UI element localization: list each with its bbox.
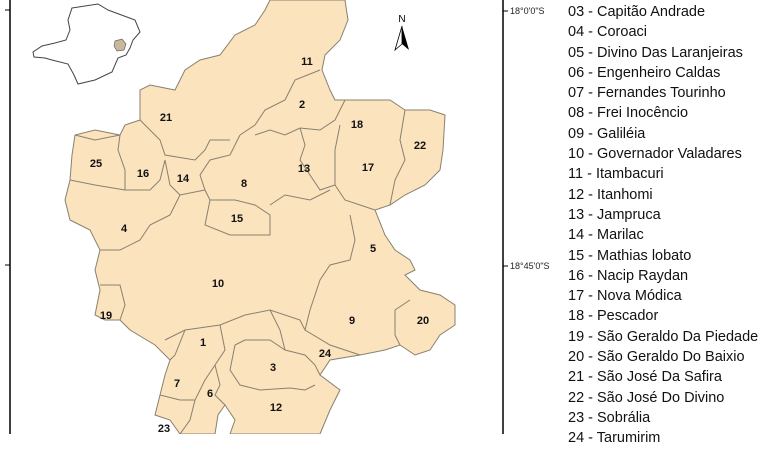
legend-item: 08 - Frei Inocêncio bbox=[568, 105, 689, 122]
label-14: 14 bbox=[177, 173, 190, 185]
label-17: 17 bbox=[362, 162, 374, 174]
legend-item: 06 - Engenheiro Caldas bbox=[568, 64, 721, 81]
legend-item: 07 - Fernandes Tourinho bbox=[568, 85, 726, 102]
label-4: 4 bbox=[121, 223, 128, 235]
label-25: 25 bbox=[90, 158, 102, 170]
label-10: 10 bbox=[212, 278, 224, 290]
label-16: 16 bbox=[137, 168, 149, 180]
municipal-boundaries bbox=[69, 69, 411, 434]
label-24: 24 bbox=[319, 348, 332, 360]
label-2: 2 bbox=[299, 99, 305, 111]
municipalities-map: 11 2 18 22 21 25 16 14 8 13 17 15 4 5 10… bbox=[64, 0, 456, 434]
lat-label-18-0: 18°0'0"S bbox=[510, 6, 545, 16]
legend-item: 12 - Itanhomi bbox=[568, 186, 653, 203]
legend-item: 20 - São Geraldo Do Baixio bbox=[568, 349, 745, 366]
legend-item: 05 - Divino Das Laranjeiras bbox=[568, 44, 743, 61]
region-highlight bbox=[113, 38, 127, 52]
legend-item: 10 - Governador Valadares bbox=[568, 146, 742, 163]
label-1: 1 bbox=[200, 337, 206, 349]
map-canvas: 18°0'0"S 18°45'0"S N bbox=[5, 0, 550, 434]
label-15: 15 bbox=[231, 213, 243, 225]
label-23: 23 bbox=[158, 423, 170, 434]
north-arrow-icon bbox=[402, 26, 409, 50]
legend-item: 24 - Tarumirim bbox=[568, 430, 661, 447]
legend-item: 16 - Nacip Raydan bbox=[568, 267, 689, 284]
label-13: 13 bbox=[298, 163, 310, 175]
label-19: 19 bbox=[100, 310, 112, 322]
lat-label-18-45: 18°45'0"S bbox=[510, 261, 550, 271]
legend-item: 03 - Capitão Andrade bbox=[568, 4, 706, 20]
legend-item: 04 - Coroaci bbox=[568, 24, 647, 41]
legend-item: 22 - São José Do Divino bbox=[568, 389, 725, 406]
label-3: 3 bbox=[270, 362, 276, 374]
legend-item: 21 - São José Da Safira bbox=[568, 369, 722, 386]
label-20: 20 bbox=[417, 315, 429, 327]
legend-item: 17 - Nova Módica bbox=[568, 288, 682, 305]
north-label: N bbox=[398, 14, 405, 25]
label-8: 8 bbox=[241, 178, 247, 190]
legend-item: 18 - Pescador bbox=[568, 308, 659, 325]
legend-item: 19 - São Geraldo Da Piedade bbox=[568, 328, 759, 345]
inset-locator-map bbox=[32, 3, 141, 85]
legend-item: 14 - Marilac bbox=[568, 227, 644, 244]
label-22: 22 bbox=[414, 140, 426, 152]
label-6: 6 bbox=[207, 388, 213, 400]
municipality-labels: 11 2 18 22 21 25 16 14 8 13 17 15 4 5 10… bbox=[90, 56, 429, 434]
label-5: 5 bbox=[370, 243, 376, 255]
legend-item: 13 - Jampruca bbox=[568, 206, 661, 223]
north-arrow: N bbox=[394, 14, 409, 52]
state-outline bbox=[32, 3, 141, 85]
label-21: 21 bbox=[160, 112, 172, 124]
legend-item: 15 - Mathias lobato bbox=[568, 247, 692, 264]
label-12: 12 bbox=[270, 402, 282, 414]
label-11: 11 bbox=[301, 56, 313, 68]
legend-item: 11 - Itambacuri bbox=[568, 166, 664, 183]
legend-item: 23 - Sobrália bbox=[568, 409, 651, 426]
region-outline bbox=[64, 0, 456, 434]
label-7: 7 bbox=[174, 378, 180, 390]
legend-item: 09 - Galiléia bbox=[568, 125, 646, 142]
label-18: 18 bbox=[351, 119, 363, 131]
label-9: 9 bbox=[349, 315, 355, 327]
municipality-legend: 03 - Capitão Andrade 04 - Coroaci 05 - Div… bbox=[568, 2, 758, 449]
